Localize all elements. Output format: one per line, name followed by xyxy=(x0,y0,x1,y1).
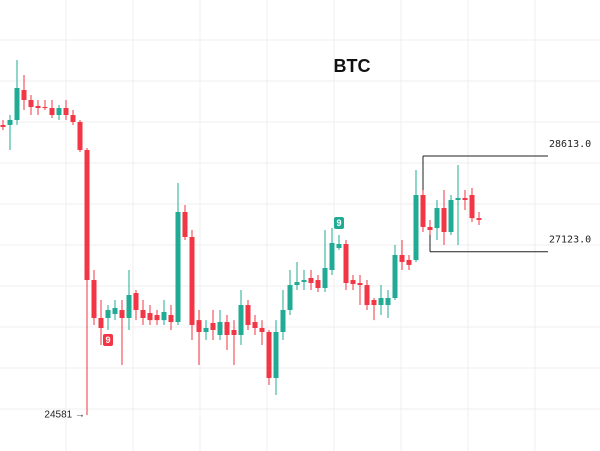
candle-body xyxy=(413,194,419,260)
candle-body xyxy=(210,322,216,330)
candle-body xyxy=(308,277,314,283)
candle-body xyxy=(182,212,188,237)
candle-body xyxy=(42,107,48,109)
candle-body xyxy=(189,236,195,325)
candle-body xyxy=(399,254,405,262)
candle-body xyxy=(455,198,461,201)
candle-body xyxy=(427,226,433,230)
candle-body xyxy=(0,124,6,127)
candle-body xyxy=(161,312,167,321)
candle-body xyxy=(7,119,13,125)
candle-body xyxy=(70,115,76,122)
candle-body xyxy=(273,331,279,378)
candle-body xyxy=(336,243,342,248)
candle-body xyxy=(315,280,321,288)
signal-badge xyxy=(103,333,113,346)
candle-body xyxy=(168,315,174,323)
candle-body xyxy=(56,108,62,116)
candle-body xyxy=(175,212,181,323)
candle-body xyxy=(357,282,363,286)
candle-body xyxy=(119,310,125,318)
candle-body xyxy=(147,313,153,321)
candle-body xyxy=(21,89,27,101)
candle-body xyxy=(203,328,209,332)
candle-body xyxy=(28,100,34,108)
candle-body xyxy=(343,243,349,283)
candle-body xyxy=(217,322,223,336)
candle-body xyxy=(140,310,146,318)
candle-body xyxy=(238,305,244,336)
candle-body xyxy=(441,208,447,232)
candle-body xyxy=(301,280,307,283)
candle-body xyxy=(112,307,118,315)
signal-badge-label: 9 xyxy=(336,218,341,228)
signal-badge xyxy=(334,217,344,230)
candle-body xyxy=(77,121,83,150)
candle-body xyxy=(14,87,20,120)
candle-body xyxy=(406,259,412,265)
candle-body xyxy=(259,328,265,332)
candle-body xyxy=(105,310,111,318)
signal-badge-label: 9 xyxy=(105,335,110,345)
candle-body xyxy=(476,218,482,220)
candle-body xyxy=(378,298,384,306)
level-label: 28613.0 xyxy=(549,139,591,150)
candle-body xyxy=(133,293,139,311)
candle-body xyxy=(350,280,356,285)
candle-body xyxy=(469,194,475,219)
candle-body xyxy=(84,149,90,281)
candle-body xyxy=(294,282,300,286)
candle-body xyxy=(420,194,426,227)
chart-title: BTC xyxy=(334,56,371,76)
candle-body xyxy=(434,208,440,229)
candle-body xyxy=(252,322,258,329)
candle-body xyxy=(91,280,97,318)
candle-body xyxy=(98,317,104,329)
candle-body xyxy=(154,315,160,321)
candle-body xyxy=(245,305,251,325)
candle-body xyxy=(49,108,55,116)
candle-body xyxy=(224,322,230,336)
candle-body xyxy=(371,300,377,306)
candle-body xyxy=(266,331,272,378)
candle-body xyxy=(196,320,202,332)
candle-body xyxy=(322,268,328,288)
low-annotation: 24581 → xyxy=(44,410,85,421)
candle-body xyxy=(126,294,132,318)
candle-body xyxy=(280,310,286,332)
candle-body xyxy=(329,242,335,271)
candle-body xyxy=(385,298,391,306)
candle-body xyxy=(231,329,237,336)
candle-body xyxy=(35,105,41,109)
candle-body xyxy=(462,198,468,201)
candle-body xyxy=(364,285,370,306)
level-label: 27123.0 xyxy=(549,235,591,246)
candle-body xyxy=(392,254,398,299)
candle-body xyxy=(448,200,454,232)
candle-body xyxy=(287,285,293,311)
candle-body xyxy=(63,108,69,116)
